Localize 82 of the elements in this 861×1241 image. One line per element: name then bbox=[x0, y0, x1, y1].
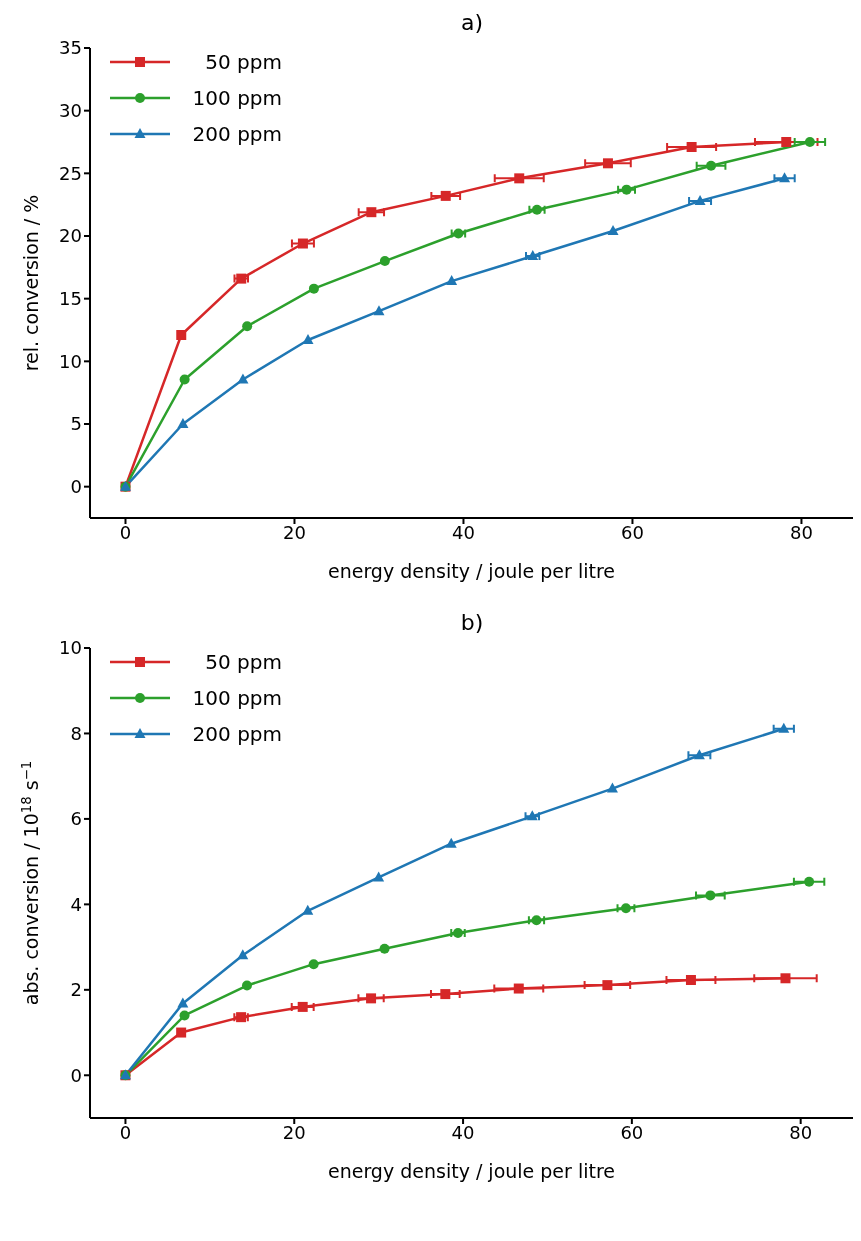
x-tick-label: 0 bbox=[119, 1121, 132, 1143]
point bbox=[602, 158, 613, 169]
point bbox=[308, 283, 319, 294]
point bbox=[440, 989, 451, 1000]
legend-label: 50 ppm bbox=[204, 650, 282, 674]
point bbox=[440, 190, 451, 201]
point bbox=[602, 980, 613, 991]
x-tick-label: 40 bbox=[452, 521, 475, 543]
y-tick-label: 0 bbox=[70, 1064, 82, 1086]
point bbox=[297, 238, 308, 249]
point bbox=[804, 137, 815, 147]
point bbox=[531, 915, 542, 926]
point bbox=[373, 305, 385, 316]
point bbox=[176, 330, 187, 341]
point bbox=[177, 418, 189, 428]
y-tick-label: 25 bbox=[59, 162, 82, 184]
point bbox=[176, 1027, 187, 1038]
y-tick-label: 10 bbox=[59, 637, 82, 659]
x-tick-label: 60 bbox=[620, 1121, 644, 1143]
point bbox=[607, 224, 619, 235]
x-tick-label: 20 bbox=[282, 1121, 306, 1143]
point bbox=[308, 959, 319, 970]
point bbox=[804, 876, 815, 887]
point bbox=[694, 194, 706, 205]
point bbox=[779, 172, 791, 183]
x-tick-label: 60 bbox=[621, 521, 644, 543]
x-tick-label: 20 bbox=[283, 521, 306, 543]
point bbox=[379, 943, 390, 954]
y-tick-label: 15 bbox=[59, 288, 82, 310]
legend-label: 50 ppm bbox=[204, 50, 282, 74]
x-tick-label: 80 bbox=[789, 1121, 813, 1143]
y-tick-label: 0 bbox=[70, 476, 82, 498]
point bbox=[297, 1001, 308, 1012]
point bbox=[446, 275, 458, 286]
legend-label: 200 ppm bbox=[191, 122, 282, 146]
y-tick-label: 8 bbox=[70, 722, 82, 744]
y-tick-label: 30 bbox=[59, 100, 82, 122]
point bbox=[685, 974, 696, 985]
point bbox=[302, 334, 314, 345]
point bbox=[621, 184, 632, 195]
legend-label: 100 ppm bbox=[191, 86, 282, 110]
point bbox=[706, 160, 717, 171]
point bbox=[705, 890, 716, 901]
point bbox=[373, 871, 385, 882]
point bbox=[606, 782, 618, 793]
point bbox=[780, 973, 791, 984]
point bbox=[514, 173, 525, 184]
point bbox=[379, 256, 390, 267]
point bbox=[366, 207, 377, 218]
point bbox=[366, 993, 377, 1004]
point bbox=[781, 137, 792, 147]
chart-title: b) bbox=[460, 610, 484, 635]
point bbox=[620, 903, 631, 914]
point bbox=[242, 321, 253, 332]
y-tick-label: 6 bbox=[70, 808, 82, 830]
point bbox=[778, 722, 790, 733]
point bbox=[179, 374, 190, 385]
y-tick-label: 5 bbox=[70, 413, 82, 435]
x-tick-label: 80 bbox=[790, 521, 813, 543]
point bbox=[686, 142, 697, 153]
y-tick-label: 10 bbox=[59, 350, 82, 372]
x-tick-label: 40 bbox=[451, 1121, 475, 1143]
point bbox=[237, 373, 249, 384]
point bbox=[237, 949, 249, 960]
y-tick-label: 20 bbox=[59, 225, 82, 247]
y-tick-label: 4 bbox=[70, 893, 82, 915]
point bbox=[179, 1010, 190, 1021]
y-tick-label: 35 bbox=[59, 37, 82, 59]
point bbox=[693, 749, 705, 760]
legend-label: 100 ppm bbox=[191, 686, 282, 710]
y-axis-title: rel. conversion / % bbox=[20, 194, 42, 372]
chart-title: a) bbox=[460, 10, 484, 35]
x-axis-title: energy density / joule per litre bbox=[327, 560, 616, 582]
point bbox=[513, 983, 524, 994]
point bbox=[241, 980, 252, 991]
point bbox=[445, 837, 457, 848]
legend-label: 200 ppm bbox=[191, 722, 282, 746]
point bbox=[531, 204, 542, 215]
y-tick-label: 2 bbox=[70, 979, 82, 1001]
x-axis-title: energy density / joule per litre bbox=[327, 1160, 616, 1182]
x-tick-label: 0 bbox=[119, 521, 132, 543]
point bbox=[302, 904, 314, 915]
